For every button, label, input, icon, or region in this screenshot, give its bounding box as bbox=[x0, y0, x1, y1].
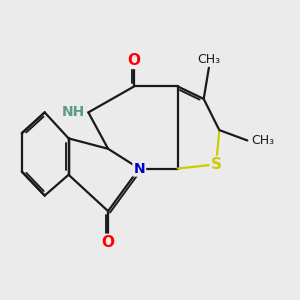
Text: S: S bbox=[211, 157, 222, 172]
Text: O: O bbox=[102, 235, 115, 250]
Text: CH₃: CH₃ bbox=[197, 52, 220, 66]
Text: CH₃: CH₃ bbox=[251, 134, 274, 147]
Text: O: O bbox=[128, 53, 141, 68]
Text: NH: NH bbox=[61, 105, 85, 119]
Text: N: N bbox=[134, 161, 145, 176]
